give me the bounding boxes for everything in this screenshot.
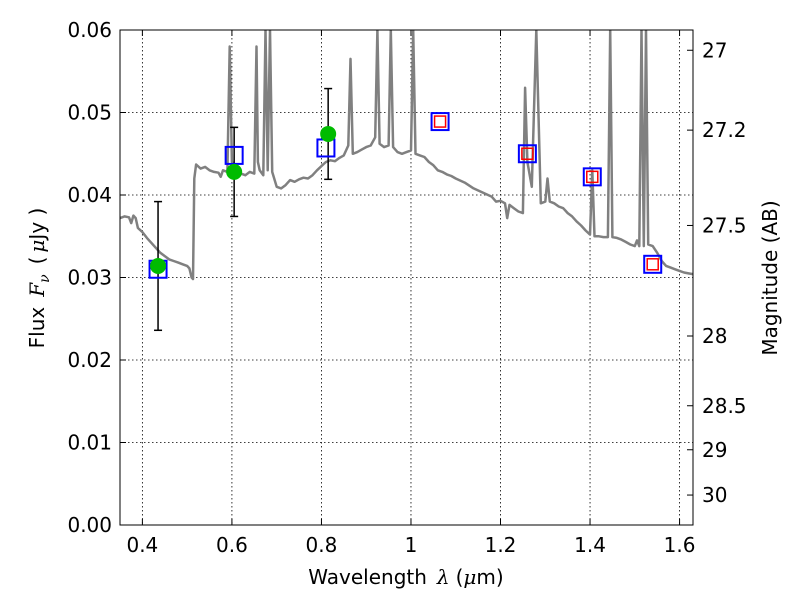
model-spectrum-line <box>120 30 693 281</box>
y2-tick-label: 27 <box>702 38 727 62</box>
y-tick-label: 0.02 <box>67 348 112 372</box>
x-tick-label: 1 <box>405 533 418 557</box>
y-tick-label: 0.06 <box>67 18 112 42</box>
x-axis-label: Wavelength λ (μm) <box>308 565 503 589</box>
x-tick-labels: 0.4 0.6 0.8 1 1.2 1.4 1.6 <box>126 533 695 557</box>
y2-tick-labels: 27 27.2 27.5 28 28.5 29 30 <box>702 38 747 507</box>
x-tick-label: 1.2 <box>485 533 517 557</box>
predicted-square <box>646 258 659 271</box>
y-tick-label: 0.04 <box>67 183 112 207</box>
model-photometry-square <box>430 112 450 132</box>
x-tick-label: 0.4 <box>126 533 158 557</box>
model-photometry-square <box>582 167 602 187</box>
y-tick-labels: 0.00 0.01 0.02 0.03 0.04 0.05 0.06 <box>67 18 112 537</box>
y2-tick-label: 28.5 <box>702 394 747 418</box>
predicted-square <box>433 115 447 128</box>
x-tick-label: 1.6 <box>664 533 696 557</box>
y2-axis-label: Magnitude (AB) <box>758 200 782 355</box>
x-tick-label: 0.6 <box>216 533 248 557</box>
predicted-square <box>586 170 599 184</box>
y2-tick-label: 27.2 <box>702 118 747 142</box>
markers <box>148 112 663 279</box>
y2-tick-label: 30 <box>702 483 727 507</box>
model-photometry-square <box>517 144 537 164</box>
x-tick-label: 0.8 <box>306 533 338 557</box>
y-tick-label: 0.03 <box>67 266 112 290</box>
observed-point <box>320 125 337 142</box>
y2-tick-label: 29 <box>702 438 727 462</box>
axis-ticks <box>120 29 693 526</box>
y-tick-label: 0.05 <box>67 101 112 125</box>
y2-tick-label: 27.5 <box>702 213 747 237</box>
y-tick-label: 0.01 <box>67 431 112 455</box>
observed-point <box>150 257 167 274</box>
x-tick-label: 1.4 <box>574 533 606 557</box>
y-tick-label: 0.00 <box>67 513 112 537</box>
y-axis-label: FluxFν(μJy ) <box>25 208 53 349</box>
model-photometry-square <box>643 254 663 274</box>
y2-tick-label: 28 <box>702 324 727 348</box>
observed-point <box>226 163 243 180</box>
predicted-square <box>521 147 534 160</box>
